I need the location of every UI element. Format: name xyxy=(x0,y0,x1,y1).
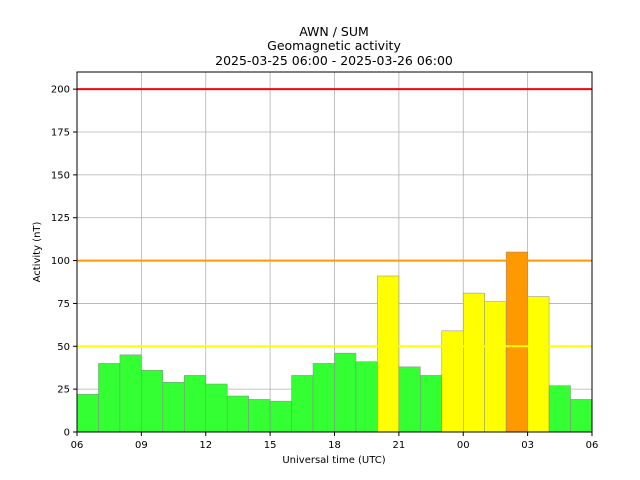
bar xyxy=(184,375,207,433)
bar xyxy=(205,383,228,433)
y-tick-label: 0 xyxy=(64,428,70,439)
bar xyxy=(527,296,550,433)
x-tick-label: 00 xyxy=(457,440,470,451)
threshold-lines xyxy=(77,88,592,348)
y-tick-label: 50 xyxy=(57,342,70,353)
bar xyxy=(420,375,443,433)
bar xyxy=(76,394,99,433)
bar xyxy=(226,395,249,433)
x-tick-label: 03 xyxy=(521,440,534,451)
x-tick-label: 15 xyxy=(264,440,277,451)
bar xyxy=(377,275,400,433)
bar xyxy=(398,366,421,433)
y-tick-label: 75 xyxy=(57,299,70,310)
bar xyxy=(248,399,271,433)
chart-title-line-1: AWN / SUM xyxy=(299,24,369,39)
bar xyxy=(269,400,292,433)
x-tick-label: 06 xyxy=(71,440,84,451)
bar xyxy=(355,361,378,433)
y-tick-label: 175 xyxy=(51,128,70,139)
bar xyxy=(162,382,185,433)
x-axis-label: Universal time (UTC) xyxy=(282,455,385,466)
bar xyxy=(548,385,571,433)
y-axis-ticks: 0 25 50 75 100 125 150 175 200 xyxy=(51,85,77,439)
x-axis-ticks: 06 09 12 15 18 21 00 03 06 xyxy=(71,432,599,451)
x-tick-label: 21 xyxy=(393,440,406,451)
chart-titles: AWN / SUM Geomagnetic activity 2025-03-2… xyxy=(215,24,453,68)
y-tick-label: 200 xyxy=(51,85,70,96)
x-tick-label: 06 xyxy=(586,440,599,451)
bar xyxy=(291,375,314,433)
x-tick-label: 12 xyxy=(199,440,212,451)
chart-title-line-2: Geomagnetic activity xyxy=(267,38,401,53)
bar xyxy=(334,352,357,433)
bar xyxy=(463,292,485,433)
bar xyxy=(505,251,528,433)
bar xyxy=(98,363,121,433)
y-tick-label: 150 xyxy=(51,170,70,181)
bar xyxy=(119,354,142,433)
y-axis-label: Activity (nT) xyxy=(32,221,43,282)
chart-title-line-3: 2025-03-25 06:00 - 2025-03-26 06:00 xyxy=(215,53,453,68)
bar xyxy=(570,399,593,433)
bar xyxy=(141,370,164,433)
bar xyxy=(312,363,335,433)
x-tick-label: 09 xyxy=(135,440,148,451)
y-tick-label: 100 xyxy=(51,256,70,267)
y-tick-label: 25 xyxy=(57,385,70,396)
bar xyxy=(484,301,507,433)
x-tick-label: 18 xyxy=(328,440,341,451)
y-tick-label: 125 xyxy=(51,213,70,224)
